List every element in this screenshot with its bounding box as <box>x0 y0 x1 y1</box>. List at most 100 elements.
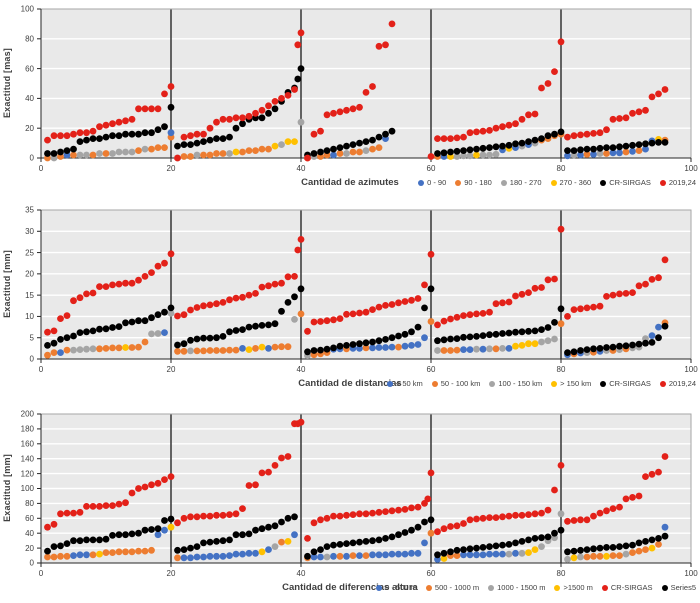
svg-text:80: 80 <box>25 35 34 44</box>
svg-text:5: 5 <box>30 333 35 342</box>
svg-text:10: 10 <box>25 312 34 321</box>
data-points <box>44 225 669 359</box>
svg-text:30: 30 <box>25 227 34 236</box>
legend-item: Series5 <box>661 583 696 592</box>
data-points <box>44 20 669 162</box>
svg-text:25: 25 <box>25 248 34 257</box>
legend-label: 2019,24 <box>668 379 696 388</box>
legend-marker-icon <box>661 584 668 591</box>
gridlines <box>41 38 691 129</box>
plot-area <box>41 210 691 359</box>
legend-item: CR-SIRGAS <box>601 583 653 592</box>
legend-item: 2019,24 <box>659 178 696 187</box>
svg-text:100: 100 <box>21 484 35 493</box>
svg-text:0: 0 <box>39 569 44 578</box>
x-tick-labels: 0 20 40 60 80 100 <box>39 164 698 173</box>
svg-text:35: 35 <box>25 206 34 215</box>
legend-item: 0 - 90 <box>418 178 446 187</box>
legend-label: CR-SIRGAS <box>609 379 651 388</box>
svg-text:100: 100 <box>684 164 698 173</box>
data-points <box>44 418 669 563</box>
svg-text:120: 120 <box>21 469 35 478</box>
legend-marker-icon <box>489 380 496 387</box>
azimuth-legend: 0 - 90 90 - 180 180 - 270 270 - 360 CR-SIRGA… <box>418 178 696 187</box>
svg-text:0: 0 <box>39 365 44 374</box>
svg-text:60: 60 <box>427 164 436 173</box>
legend-marker-icon <box>386 380 393 387</box>
svg-text:140: 140 <box>21 454 35 463</box>
legend-label: < 50 km <box>395 379 423 388</box>
legend-item: 1000 - 1500 m <box>488 583 545 592</box>
legend-label: 100 - 150 km <box>498 379 543 388</box>
svg-text:0: 0 <box>39 164 44 173</box>
legend-label: 2019,24 <box>668 178 696 187</box>
svg-text:20: 20 <box>167 569 176 578</box>
chart-azimuth: Exactitud [mas] 0 20 40 60 80 100 0 20 40 60 80 100… <box>0 0 700 200</box>
x-axis-title: Cantidad de diferencias altura <box>282 582 418 593</box>
legend-label: CR-SIRGAS <box>609 178 651 187</box>
legend-marker-icon <box>659 179 666 186</box>
legend-marker-icon <box>600 179 607 186</box>
legend-label: 90 - 180 <box>464 178 492 187</box>
legend-label: 50 - 100 km <box>440 379 481 388</box>
height-differences-legend: 0 - 500 m 500 - 1000 m 1000 - 1500 m >1500 … <box>376 583 696 592</box>
svg-text:100: 100 <box>684 569 698 578</box>
svg-text:40: 40 <box>25 529 34 538</box>
x-axis-title: Cantidad de azimutes <box>301 177 399 188</box>
svg-text:20: 20 <box>167 365 176 374</box>
svg-text:60: 60 <box>25 514 34 523</box>
legend-marker-icon <box>659 380 666 387</box>
legend-marker-icon <box>425 584 432 591</box>
svg-text:40: 40 <box>297 365 306 374</box>
legend-marker-icon <box>376 584 383 591</box>
chart-height-differences: Exactitud [mm] 0 20 40 60 80 100 120 140 160 180 2… <box>0 405 700 603</box>
svg-text:60: 60 <box>427 569 436 578</box>
panel-dividers <box>170 414 562 563</box>
x-tick-labels: 0 20 40 60 80 100 <box>39 365 698 374</box>
legend-marker-icon <box>455 179 462 186</box>
legend-marker-icon <box>500 179 507 186</box>
svg-text:40: 40 <box>25 94 34 103</box>
x-tick-labels: 0 20 40 60 80 100 <box>39 569 698 578</box>
distances-legend: < 50 km 50 - 100 km 100 - 150 km > 150 km CR… <box>386 379 696 388</box>
height-differences-plot: 0 20 40 60 80 100 120 140 160 180 200 0 20 40 60 80 100 <box>21 410 699 578</box>
svg-text:0: 0 <box>30 355 35 364</box>
legend-item: >1500 m <box>554 583 593 592</box>
svg-text:60: 60 <box>25 64 34 73</box>
y-tick-labels: 0 5 10 15 20 25 30 35 <box>25 206 34 364</box>
svg-text:80: 80 <box>557 365 566 374</box>
y-tick-labels: 0 20 40 60 80 100 <box>21 5 35 163</box>
legend-item: > 150 km <box>551 379 591 388</box>
axes <box>37 8 692 162</box>
y-tick-labels: 0 20 40 60 80 100 120 140 160 180 200 <box>21 410 35 568</box>
azimuth-plot: 0 20 40 60 80 100 0 20 40 60 80 100 <box>21 5 699 173</box>
svg-text:0: 0 <box>30 154 35 163</box>
legend-item: 100 - 150 km <box>489 379 542 388</box>
svg-text:40: 40 <box>297 164 306 173</box>
svg-text:80: 80 <box>25 499 34 508</box>
svg-text:20: 20 <box>25 544 34 553</box>
legend-label: >1500 m <box>563 583 593 592</box>
gridlines <box>41 428 691 549</box>
svg-text:160: 160 <box>21 440 35 449</box>
svg-text:80: 80 <box>557 569 566 578</box>
svg-text:20: 20 <box>25 270 34 279</box>
legend-item: 90 - 180 <box>455 178 492 187</box>
svg-text:200: 200 <box>21 410 35 419</box>
legend-item: 180 - 270 <box>500 178 542 187</box>
svg-text:20: 20 <box>167 164 176 173</box>
legend-item: 0 - 500 m <box>376 583 417 592</box>
legend-marker-icon <box>554 584 561 591</box>
legend-item: 270 - 360 <box>550 178 591 187</box>
chart-distances: Exactitud [mm] 0 5 10 15 20 25 30 35 0 20 40 60 80 10… <box>0 201 700 401</box>
svg-text:0: 0 <box>30 559 35 568</box>
svg-text:100: 100 <box>684 365 698 374</box>
legend-marker-icon <box>488 584 495 591</box>
legend-label: 1000 - 1500 m <box>497 583 546 592</box>
legend-marker-icon <box>600 380 607 387</box>
legend-item: CR-SIRGAS <box>600 178 651 187</box>
svg-text:40: 40 <box>297 569 306 578</box>
legend-marker-icon <box>431 380 438 387</box>
svg-text:180: 180 <box>21 425 35 434</box>
